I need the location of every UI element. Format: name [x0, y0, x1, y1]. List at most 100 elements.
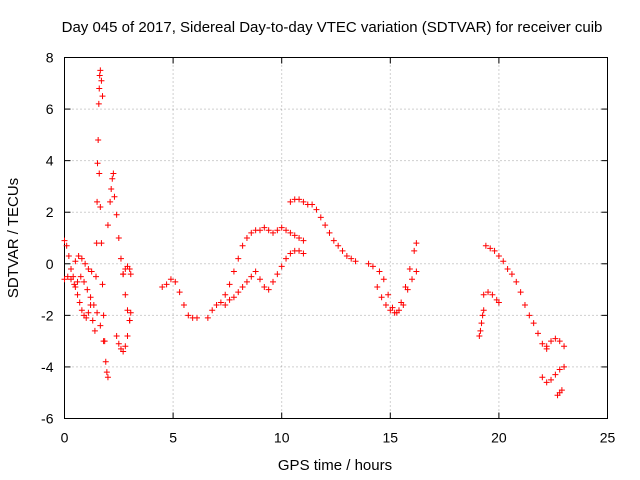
data-point — [61, 237, 68, 244]
y-tick-label: 8 — [46, 50, 54, 66]
data-point — [561, 343, 568, 350]
data-point — [243, 278, 250, 285]
data-point — [278, 224, 285, 231]
data-point — [343, 253, 350, 260]
data-point — [94, 309, 101, 316]
data-point — [120, 348, 127, 355]
data-point — [548, 376, 555, 383]
data-point — [409, 276, 416, 283]
series-arc-i — [287, 196, 359, 265]
data-point — [539, 374, 546, 381]
data-point — [243, 235, 250, 241]
data-point — [63, 242, 70, 249]
series-arc-a — [61, 237, 98, 334]
data-point — [90, 302, 97, 309]
data-point — [296, 235, 303, 241]
data-point — [374, 283, 381, 290]
data-point — [235, 255, 242, 262]
data-point — [352, 258, 359, 265]
data-point — [256, 227, 263, 234]
series-arc-q — [539, 363, 568, 386]
data-point — [126, 265, 133, 272]
x-tick-label: 0 — [61, 430, 69, 446]
data-point — [97, 204, 104, 211]
data-point — [552, 371, 559, 378]
data-point — [209, 307, 216, 314]
data-point — [87, 294, 94, 301]
y-tick-label: 6 — [46, 101, 54, 117]
data-point — [339, 247, 346, 254]
data-point — [89, 317, 96, 324]
data-point — [163, 281, 170, 288]
series-arc-c — [72, 253, 95, 275]
data-point — [159, 283, 166, 290]
data-point — [283, 227, 290, 234]
data-point — [378, 294, 385, 301]
data-point — [309, 201, 316, 208]
data-point — [109, 175, 116, 182]
data-point — [100, 312, 107, 319]
data-point — [111, 193, 118, 200]
data-point — [103, 369, 110, 376]
data-point — [270, 229, 277, 236]
data-point — [283, 255, 290, 262]
series-arc-m — [476, 307, 487, 339]
data-point — [500, 258, 507, 265]
data-point — [78, 255, 85, 262]
x-tick-label: 10 — [274, 430, 290, 446]
data-point — [74, 291, 81, 298]
data-point — [561, 363, 568, 370]
x-axis-label: GPS time / hours — [278, 457, 392, 474]
data-point — [104, 374, 111, 381]
data-point — [252, 268, 259, 275]
data-point — [122, 291, 129, 298]
data-point — [68, 265, 75, 272]
data-point — [91, 327, 98, 334]
data-point — [489, 291, 496, 298]
x-tick-label: 25 — [600, 430, 616, 446]
series-arc-o — [480, 289, 502, 306]
data-point — [300, 237, 307, 244]
data-point — [76, 299, 83, 306]
data-point — [99, 281, 106, 288]
data-point — [68, 276, 75, 283]
data-point — [365, 260, 372, 267]
data-point — [548, 338, 555, 345]
data-point — [226, 296, 233, 303]
y-tick-label: -2 — [41, 307, 54, 323]
data-point — [81, 278, 88, 285]
data-point — [300, 198, 307, 205]
data-point — [270, 278, 277, 285]
data-point — [517, 289, 524, 296]
data-point — [543, 343, 550, 350]
data-point — [88, 268, 95, 275]
data-point — [482, 242, 489, 249]
data-point — [115, 235, 122, 241]
series-arc-g — [204, 224, 307, 321]
data-point — [180, 302, 187, 309]
data-point — [61, 276, 68, 283]
data-point — [478, 320, 485, 327]
data-point — [556, 338, 563, 345]
data-point — [83, 314, 90, 321]
data-point — [485, 289, 492, 296]
data-point — [217, 299, 224, 306]
data-point — [534, 330, 541, 337]
data-point — [296, 196, 303, 203]
data-point — [95, 100, 102, 107]
data-point — [71, 281, 78, 288]
data-point — [398, 299, 405, 306]
data-point — [278, 263, 285, 270]
data-point — [491, 247, 498, 254]
data-point — [110, 170, 117, 177]
data-point — [313, 206, 320, 213]
data-point — [75, 253, 82, 260]
data-point — [113, 332, 120, 339]
data-point — [172, 278, 179, 285]
series-arc-n — [482, 242, 550, 352]
data-point — [389, 304, 396, 311]
data-point — [376, 268, 383, 275]
data-point — [504, 265, 511, 272]
data-point — [406, 265, 413, 272]
x-axis: 0 5 10 15 20 25 — [61, 57, 616, 446]
